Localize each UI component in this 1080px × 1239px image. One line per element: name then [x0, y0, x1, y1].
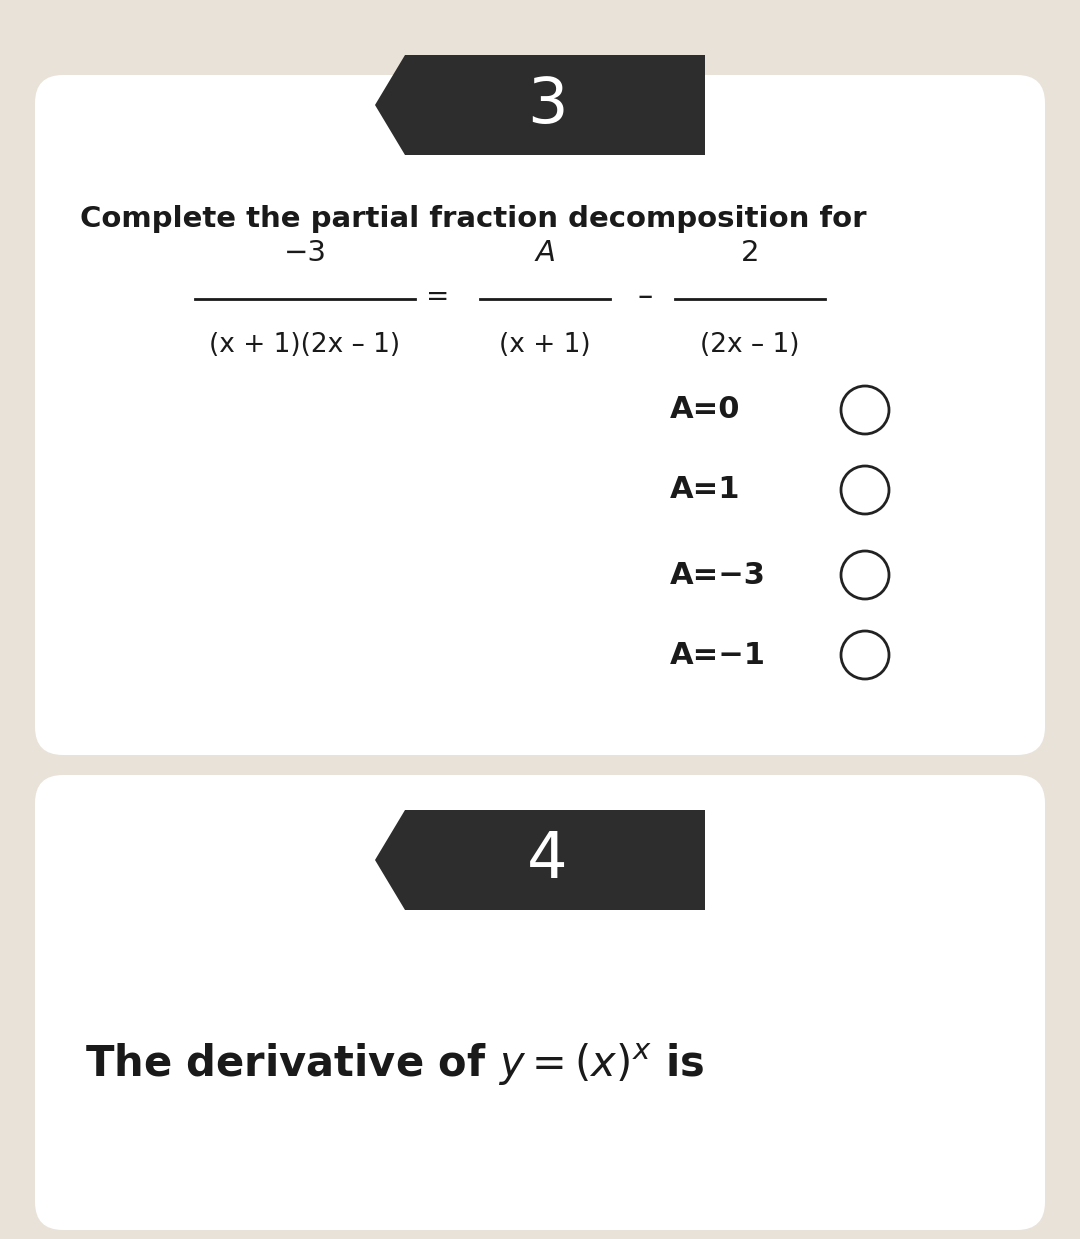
Polygon shape [375, 55, 705, 155]
Text: (x + 1)(2x – 1): (x + 1)(2x – 1) [210, 332, 401, 358]
Text: Complete the partial fraction decomposition for: Complete the partial fraction decomposit… [80, 204, 866, 233]
Text: (x + 1): (x + 1) [499, 332, 591, 358]
FancyBboxPatch shape [35, 76, 1045, 755]
Text: A=0: A=0 [670, 395, 741, 425]
Text: A=−1: A=−1 [670, 641, 766, 669]
Text: 2: 2 [741, 239, 759, 266]
Text: −3: −3 [283, 239, 326, 266]
Text: The derivative of $y = (x)^x$ is: The derivative of $y = (x)^x$ is [85, 1041, 704, 1087]
FancyBboxPatch shape [35, 776, 1045, 1230]
Text: 4: 4 [527, 829, 568, 891]
Polygon shape [375, 810, 705, 909]
Text: –: – [637, 282, 652, 311]
Text: =: = [427, 282, 449, 311]
Text: A=−3: A=−3 [670, 560, 766, 590]
Text: A: A [535, 239, 555, 266]
Text: (2x – 1): (2x – 1) [700, 332, 800, 358]
Text: 3: 3 [527, 74, 568, 136]
Text: A=1: A=1 [670, 476, 741, 504]
